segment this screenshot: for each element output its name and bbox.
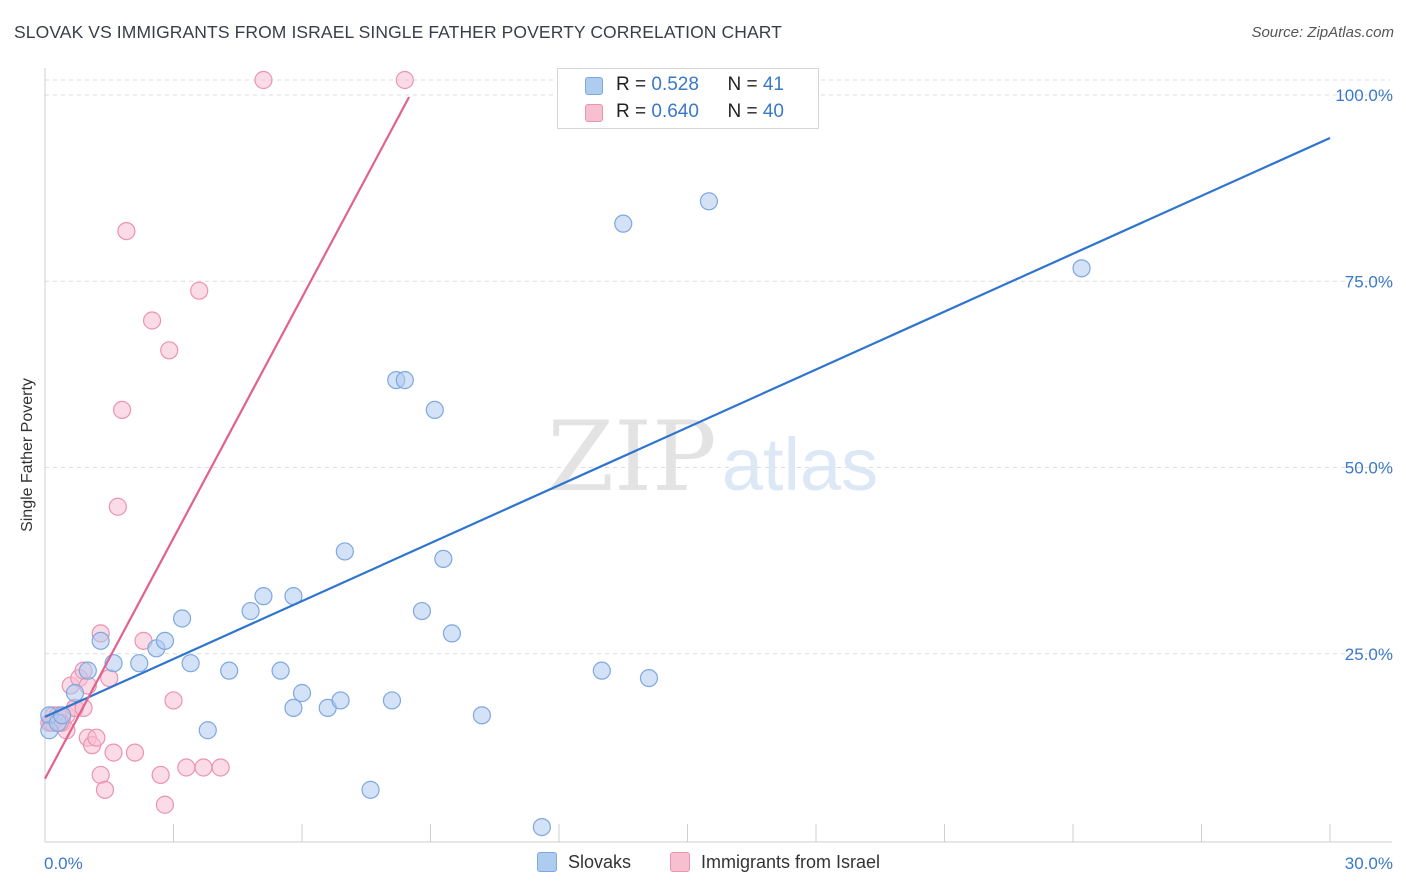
point-slovaks[interactable] [614, 214, 633, 233]
point-slovaks[interactable] [271, 661, 290, 680]
legend-n-value: 41 [762, 74, 784, 95]
legend-r-label: R = [616, 101, 652, 122]
axes [44, 68, 1392, 843]
watermark-zip: ZIP [547, 401, 716, 513]
point-slovaks[interactable] [434, 549, 453, 569]
y-tick-label: 25.0% [1345, 645, 1393, 664]
tick-labels: 25.0% 50.0% 75.0% 100.0% 0.0% 30.0% [44, 86, 1393, 873]
point-slovaks[interactable] [241, 601, 260, 621]
bottom-legend-swatch-israel [670, 852, 690, 872]
point-slovaks[interactable] [331, 691, 350, 710]
x-tick-label: 0.0% [44, 854, 83, 873]
point-slovaks[interactable] [284, 698, 303, 718]
point-israel[interactable] [87, 728, 106, 747]
point-slovaks[interactable] [335, 542, 354, 561]
trend-lines [44, 96, 1331, 780]
legend-swatch-israel [585, 104, 603, 122]
point-slovaks[interactable] [292, 683, 312, 703]
point-israel[interactable] [142, 311, 162, 330]
trend-line-slovaks [44, 136, 1331, 718]
point-israel[interactable] [211, 758, 230, 777]
point-israel[interactable] [117, 222, 136, 241]
point-slovaks[interactable] [472, 706, 491, 725]
point-israel[interactable] [177, 758, 196, 777]
bottom-legend-label-slovaks: Slovaks [568, 852, 632, 872]
point-slovaks[interactable] [91, 631, 110, 650]
point-slovaks[interactable] [1072, 259, 1091, 278]
point-israel[interactable] [155, 795, 175, 814]
watermark-atlas: atlas [722, 423, 878, 506]
point-israel[interactable] [104, 743, 123, 762]
point-slovaks[interactable] [639, 668, 659, 688]
y-tick-label: 75.0% [1345, 272, 1393, 291]
point-israel[interactable] [164, 691, 183, 710]
point-slovaks[interactable] [220, 661, 239, 680]
legend-r-value: 0.640 [651, 101, 699, 122]
point-slovaks[interactable] [382, 691, 402, 710]
point-slovaks[interactable] [181, 654, 200, 673]
point-slovaks[interactable] [198, 721, 217, 740]
point-israel[interactable] [112, 400, 132, 419]
point-slovaks[interactable] [78, 661, 97, 680]
point-israel[interactable] [160, 341, 179, 360]
y-tick-label: 50.0% [1345, 459, 1393, 478]
point-slovaks[interactable] [412, 601, 432, 621]
point-slovaks[interactable] [155, 631, 175, 650]
point-slovaks[interactable] [65, 683, 85, 703]
point-slovaks[interactable] [425, 400, 444, 419]
point-slovaks[interactable] [592, 661, 611, 680]
point-israel[interactable] [194, 758, 213, 777]
source-label: Source: ZipAtlas.com [1251, 24, 1394, 41]
point-slovaks[interactable] [699, 192, 719, 211]
point-israel[interactable] [91, 765, 110, 785]
point-slovaks[interactable] [254, 587, 273, 606]
legend-r-label: R = [616, 74, 652, 95]
legend-n-label: N = [727, 74, 763, 95]
point-israel[interactable] [108, 497, 127, 516]
point-slovaks[interactable] [442, 624, 462, 643]
legend-n-label: N = [727, 101, 763, 122]
point-slovaks[interactable] [361, 780, 380, 799]
grid-lines [45, 79, 1390, 655]
point-slovaks[interactable] [395, 371, 414, 390]
bottom-legend-label-israel: Immigrants from Israel [701, 852, 881, 872]
point-slovaks[interactable] [532, 817, 551, 837]
legend-swatch-slovaks [585, 77, 603, 95]
legend-r-value: 0.528 [651, 74, 699, 95]
point-israel[interactable] [254, 70, 273, 90]
trend-line-israel [44, 96, 411, 780]
point-israel[interactable] [151, 765, 170, 785]
point-israel[interactable] [190, 281, 209, 300]
point-israel[interactable] [95, 780, 115, 799]
x-tick-label: 30.0% [1345, 854, 1393, 873]
series-israel [40, 70, 414, 814]
point-slovaks[interactable] [172, 609, 192, 628]
chart-title: SLOVAK VS IMMIGRANTS FROM ISRAEL SINGLE … [14, 22, 782, 42]
legend-n-value: 40 [762, 101, 784, 122]
y-tick-label: 100.0% [1335, 86, 1393, 105]
point-israel[interactable] [395, 70, 414, 90]
stats-legend: R = 0.528 N = 41 R = 0.640 N = 40 [557, 68, 819, 129]
point-slovaks[interactable] [130, 654, 149, 673]
bottom-legend-swatch-slovaks [537, 852, 557, 872]
watermark: ZIP atlas [547, 401, 878, 513]
point-israel[interactable] [125, 743, 145, 762]
